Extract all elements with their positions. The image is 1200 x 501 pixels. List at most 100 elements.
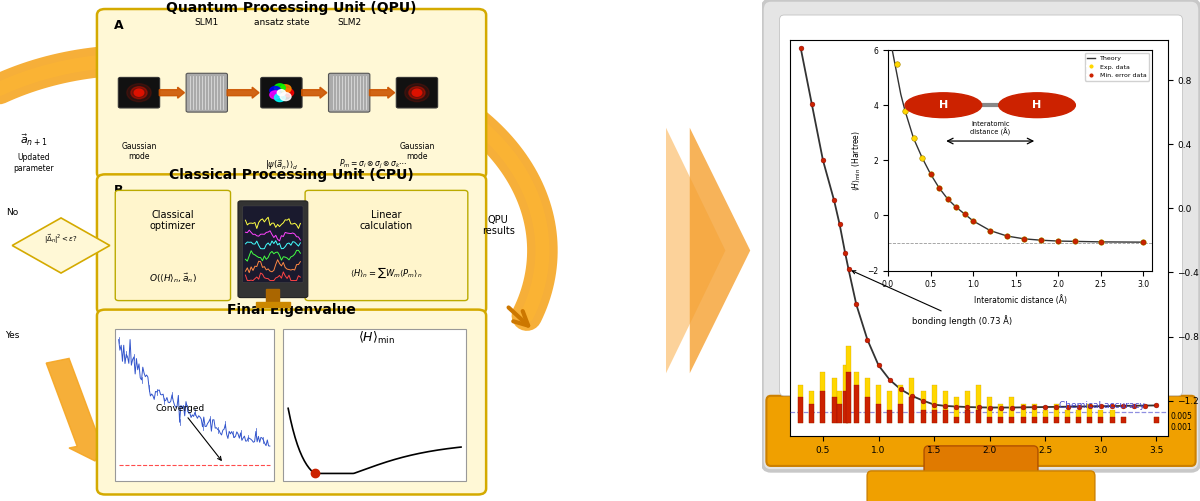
- Bar: [965, 391, 970, 423]
- Theory: [805, 101, 820, 107]
- FancyBboxPatch shape: [119, 78, 160, 108]
- Bar: [1154, 417, 1159, 423]
- Theory: [860, 337, 875, 343]
- Bar: [821, 372, 826, 423]
- Bar: [976, 410, 982, 423]
- Bar: [1032, 417, 1037, 423]
- FancyArrow shape: [301, 87, 326, 98]
- Bar: [998, 404, 1003, 423]
- Text: Converged: Converged: [156, 404, 221, 460]
- Bar: [910, 378, 914, 423]
- Theory: [994, 404, 1008, 410]
- Bar: [998, 417, 1003, 423]
- Bar: [920, 391, 925, 423]
- FancyBboxPatch shape: [762, 0, 1200, 471]
- Bar: [854, 385, 859, 423]
- FancyBboxPatch shape: [260, 78, 302, 108]
- Theory: [1061, 404, 1075, 410]
- Text: A: A: [114, 19, 124, 32]
- Circle shape: [905, 93, 982, 118]
- Text: 0.005: 0.005: [1171, 412, 1193, 421]
- Bar: [899, 385, 904, 423]
- Theory: [827, 197, 841, 203]
- Text: $|\vec{\Delta}_n|^2 < \epsilon?$: $|\vec{\Delta}_n|^2 < \epsilon?$: [44, 233, 78, 246]
- Theory: [949, 403, 964, 409]
- Bar: [1020, 417, 1026, 423]
- Theory: [1004, 404, 1019, 410]
- Text: H: H: [938, 100, 948, 110]
- Legend: Theory, Exp. data, Min. error data: Theory, Exp. data, Min. error data: [1085, 53, 1148, 81]
- FancyBboxPatch shape: [238, 201, 308, 298]
- Bar: [887, 391, 892, 423]
- Bar: [266, 289, 278, 303]
- Bar: [256, 302, 289, 307]
- Theory: [1138, 403, 1152, 409]
- Text: $\langle H\rangle_n = \sum W_m\langle P_m\rangle_n$: $\langle H\rangle_n = \sum W_m\langle P_…: [350, 266, 422, 280]
- Bar: [920, 410, 925, 423]
- Theory: [1072, 403, 1086, 409]
- Text: $\vec{a}_{n+1}$: $\vec{a}_{n+1}$: [20, 132, 48, 148]
- Theory: [1093, 403, 1108, 409]
- Bar: [1054, 404, 1058, 423]
- Circle shape: [127, 84, 151, 102]
- Bar: [931, 385, 937, 423]
- Text: QPU
results: QPU results: [482, 214, 515, 236]
- Text: Interatomic
distance (Å): Interatomic distance (Å): [970, 121, 1010, 136]
- Circle shape: [134, 89, 144, 96]
- Theory: [1082, 403, 1097, 409]
- Bar: [1020, 404, 1026, 423]
- Text: $P_m = \sigma_i \otimes \sigma_j \otimes \sigma_k \cdots$: $P_m = \sigma_i \otimes \sigma_j \otimes…: [338, 158, 407, 171]
- Theory: [1016, 404, 1031, 410]
- Circle shape: [404, 84, 430, 102]
- Y-axis label: $\langle H\rangle_{\min}$ (Hartree): $\langle H\rangle_{\min}$ (Hartree): [850, 130, 862, 191]
- Bar: [846, 372, 851, 423]
- FancyBboxPatch shape: [242, 206, 304, 283]
- Circle shape: [270, 87, 281, 95]
- Theory: [1038, 404, 1052, 410]
- Bar: [1009, 397, 1014, 423]
- Bar: [887, 410, 892, 423]
- Bar: [832, 378, 836, 423]
- Text: ansatz state: ansatz state: [253, 18, 310, 27]
- Bar: [1076, 410, 1081, 423]
- Circle shape: [270, 91, 281, 99]
- Theory: [1116, 403, 1130, 409]
- Bar: [842, 365, 847, 423]
- X-axis label: Interatomic distance (Å): Interatomic distance (Å): [973, 295, 1067, 305]
- Bar: [1043, 410, 1048, 423]
- FancyBboxPatch shape: [97, 174, 486, 314]
- FancyBboxPatch shape: [283, 329, 466, 481]
- Bar: [876, 385, 881, 423]
- Text: SLM2: SLM2: [337, 18, 361, 27]
- Bar: [1066, 410, 1070, 423]
- FancyBboxPatch shape: [767, 396, 1195, 466]
- Text: No: No: [6, 208, 18, 217]
- Theory: [1105, 403, 1120, 409]
- Text: bonding length (0.73 Å): bonding length (0.73 Å): [852, 271, 1012, 326]
- Polygon shape: [12, 218, 110, 273]
- Bar: [1110, 410, 1115, 423]
- FancyArrow shape: [46, 358, 108, 461]
- FancyBboxPatch shape: [115, 190, 230, 301]
- Theory: [816, 157, 830, 163]
- Theory: [882, 377, 896, 383]
- Bar: [809, 404, 815, 423]
- Bar: [910, 397, 914, 423]
- Bar: [832, 397, 836, 423]
- Bar: [838, 391, 842, 423]
- Theory: [841, 266, 856, 272]
- Theory: [1127, 403, 1141, 409]
- Circle shape: [280, 93, 292, 101]
- Bar: [954, 397, 959, 423]
- Circle shape: [275, 94, 286, 102]
- Bar: [865, 378, 870, 423]
- Theory: [833, 221, 847, 227]
- Bar: [943, 391, 948, 423]
- Theory: [1150, 402, 1164, 408]
- Bar: [1121, 417, 1126, 423]
- Circle shape: [413, 89, 421, 96]
- FancyBboxPatch shape: [780, 15, 1182, 396]
- Circle shape: [131, 87, 148, 99]
- Bar: [838, 404, 842, 423]
- Text: H: H: [1032, 100, 1042, 110]
